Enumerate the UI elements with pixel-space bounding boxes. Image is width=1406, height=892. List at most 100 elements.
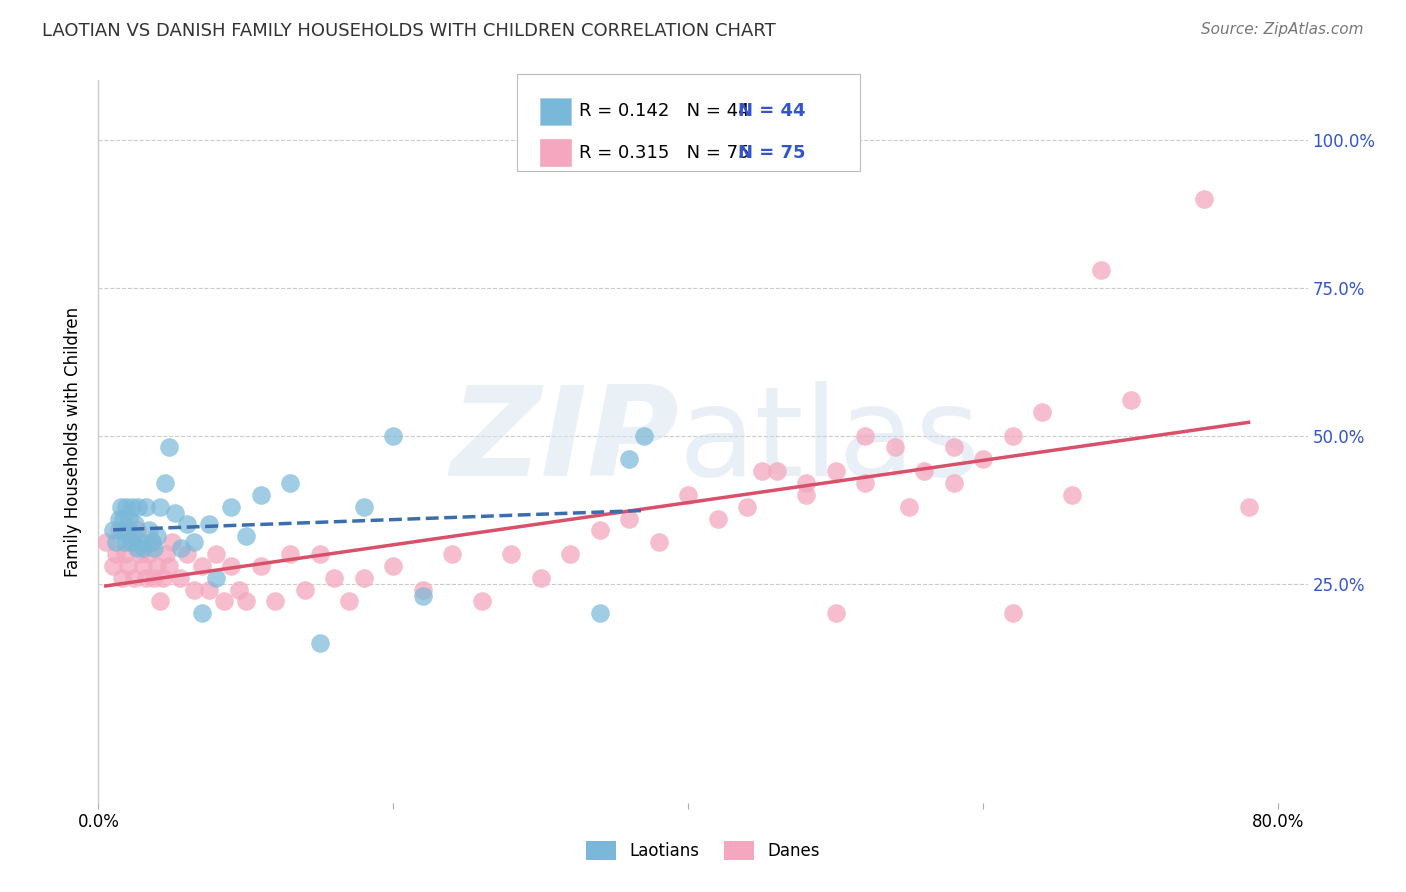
Point: [824, 464, 846, 478]
Point: [101, 558, 124, 573]
Point: [108, 524, 131, 538]
Point: [1119, 393, 1142, 408]
Point: [124, 517, 146, 532]
Point: [898, 500, 921, 514]
Point: [176, 547, 198, 561]
Point: [1001, 607, 1024, 621]
Point: [619, 511, 641, 525]
Point: [794, 488, 817, 502]
Point: [169, 571, 191, 585]
Point: [125, 541, 148, 556]
Point: [94, 535, 117, 549]
Point: [128, 535, 150, 549]
Point: [118, 511, 141, 525]
Point: [706, 511, 728, 525]
Point: [212, 594, 235, 608]
Point: [972, 452, 994, 467]
Text: atlas: atlas: [679, 381, 981, 502]
Point: [155, 547, 177, 561]
Point: [138, 524, 160, 538]
Point: [412, 582, 434, 597]
Point: [678, 488, 700, 502]
Point: [111, 524, 134, 538]
Point: [337, 594, 360, 608]
Point: [249, 558, 271, 573]
Point: [117, 524, 139, 538]
Point: [794, 475, 817, 490]
Point: [183, 535, 205, 549]
Point: [589, 524, 612, 538]
Point: [942, 475, 965, 490]
Point: [157, 558, 180, 573]
Point: [143, 541, 166, 556]
Point: [122, 529, 145, 543]
Point: [853, 475, 876, 490]
Point: [183, 582, 205, 597]
Point: [120, 535, 142, 549]
Point: [1001, 428, 1024, 442]
Point: [128, 547, 150, 561]
Point: [471, 594, 494, 608]
Text: Source: ZipAtlas.com: Source: ZipAtlas.com: [1201, 22, 1364, 37]
Point: [560, 547, 582, 561]
Point: [751, 464, 773, 478]
Point: [1237, 500, 1260, 514]
Point: [114, 547, 136, 561]
Point: [105, 535, 128, 549]
Point: [205, 547, 228, 561]
Point: [131, 541, 153, 556]
Point: [353, 500, 375, 514]
Text: LAOTIAN VS DANISH FAMILY HOUSEHOLDS WITH CHILDREN CORRELATION CHART: LAOTIAN VS DANISH FAMILY HOUSEHOLDS WITH…: [42, 22, 776, 40]
Legend: Laotians, Danes: Laotians, Danes: [579, 834, 827, 867]
Point: [190, 607, 212, 621]
Point: [382, 558, 405, 573]
Point: [735, 500, 758, 514]
Point: [198, 582, 221, 597]
Point: [824, 607, 846, 621]
Point: [278, 547, 301, 561]
Point: [122, 571, 145, 585]
Text: R = 0.315   N = 75: R = 0.315 N = 75: [579, 144, 749, 161]
Point: [235, 529, 257, 543]
Point: [165, 506, 187, 520]
Point: [101, 524, 124, 538]
Point: [153, 475, 176, 490]
Point: [219, 558, 242, 573]
Point: [765, 464, 787, 478]
Point: [160, 535, 183, 549]
Point: [942, 441, 965, 455]
Point: [157, 441, 180, 455]
Point: [308, 547, 330, 561]
Point: [323, 571, 346, 585]
Point: [883, 441, 905, 455]
Point: [125, 524, 148, 538]
Point: [501, 547, 523, 561]
Point: [353, 571, 375, 585]
Point: [135, 571, 157, 585]
Point: [176, 517, 198, 532]
Point: [1090, 262, 1112, 277]
Point: [853, 428, 876, 442]
Point: [135, 500, 157, 514]
Point: [589, 607, 612, 621]
Point: [149, 500, 172, 514]
Point: [219, 500, 242, 514]
Point: [131, 558, 153, 573]
Point: [114, 535, 136, 549]
Point: [110, 500, 132, 514]
Point: [308, 636, 330, 650]
Point: [205, 571, 228, 585]
Point: [141, 535, 163, 549]
Point: [146, 529, 169, 543]
Point: [1194, 192, 1216, 206]
Y-axis label: Family Households with Children: Family Households with Children: [65, 307, 83, 576]
Point: [1031, 405, 1053, 419]
Point: [249, 488, 271, 502]
Point: [105, 547, 128, 561]
Point: [530, 571, 553, 585]
Point: [111, 571, 134, 585]
Point: [170, 541, 193, 556]
Point: [120, 535, 142, 549]
Point: [412, 589, 434, 603]
Point: [121, 500, 143, 514]
